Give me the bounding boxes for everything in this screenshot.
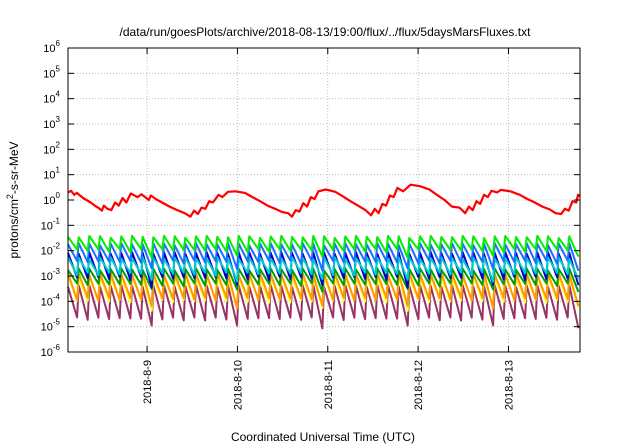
x-tick-label: 2018-8-9	[142, 360, 154, 404]
y-tick-label: 10-5	[41, 318, 61, 334]
y-tick-label: 106	[43, 39, 60, 55]
series-line	[67, 234, 580, 259]
series-layer	[67, 183, 581, 330]
y-axis-label: protons/cm2-s-sr-MeV	[5, 141, 21, 258]
y-label-pre: protons/cm	[7, 199, 21, 258]
y-tick-label: 10-1	[41, 216, 61, 232]
y-tick-label: 10-6	[41, 343, 61, 359]
y-tick-label: 105	[43, 64, 60, 80]
y-tick-label: 104	[43, 90, 60, 106]
y-tick-label: 102	[43, 140, 60, 156]
y-tick-label: 103	[43, 115, 60, 131]
x-axis: 2018-8-9 2018-8-10 2018-8-11 2018-8-12 2018-…	[142, 48, 515, 410]
y-tick-label: 10-4	[41, 292, 61, 308]
y-tick-label: 101	[43, 166, 60, 182]
y-label-post: -s-sr-MeV	[7, 141, 21, 194]
y-label-sup: 2	[5, 194, 15, 199]
x-axis-label: Coordinated Universal Time (UTC)	[231, 430, 415, 444]
chart-title: /data/run/goesPlots/archive/2018-08-13/1…	[120, 25, 532, 39]
y-tick-label: 10-2	[41, 242, 61, 258]
x-tick-label: 2018-8-12	[413, 360, 425, 410]
y-tick-label: 100	[43, 191, 60, 207]
y-axis: 10-6 10-5 10-4 10-3 10-2 10-1 100 101 102 103 104 1…	[41, 39, 580, 359]
x-tick-label: 2018-8-11	[323, 360, 335, 409]
x-tick-label: 2018-8-13	[503, 360, 515, 410]
y-tick-label: 10-3	[41, 267, 61, 283]
x-tick-label: 2018-8-10	[232, 360, 244, 410]
series-line	[67, 183, 581, 218]
